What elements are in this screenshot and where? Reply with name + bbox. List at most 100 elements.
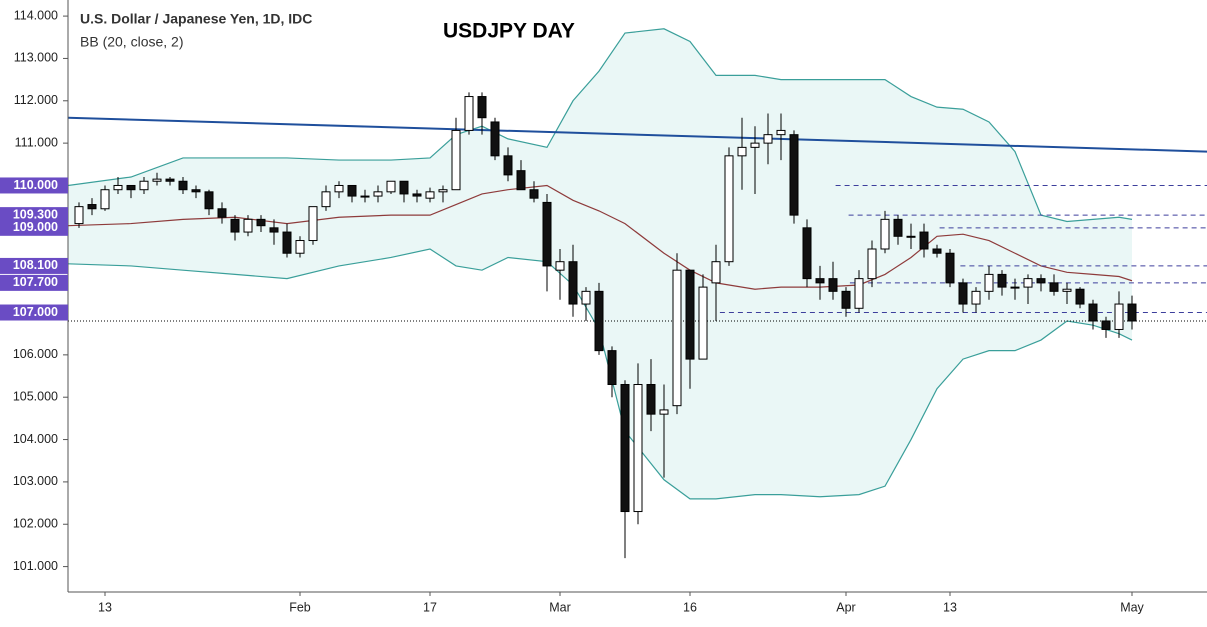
y-tick-label: 102.000: [13, 517, 58, 531]
x-tick-label: May: [1120, 600, 1144, 614]
candle-body: [516, 170, 526, 191]
candle-body: [607, 350, 617, 386]
candle-body: [490, 121, 500, 157]
candle-body: [1062, 288, 1072, 292]
level-label-box: [0, 207, 68, 224]
candle-body: [854, 278, 864, 309]
candle-body: [893, 218, 903, 237]
level-label: 108.100: [13, 258, 58, 272]
candle-body: [334, 184, 344, 193]
candle-body: [971, 290, 981, 305]
candle-body: [958, 282, 968, 305]
candle-body: [529, 189, 539, 199]
y-tick-label: 112.000: [14, 93, 58, 107]
candle-body: [1088, 303, 1098, 322]
candle-body: [802, 227, 812, 280]
candle-body: [646, 384, 656, 415]
candle-body: [1075, 288, 1085, 305]
x-tick-label: Mar: [549, 600, 571, 614]
candle-body: [360, 195, 370, 198]
y-tick-label: 106.000: [13, 347, 58, 361]
candle-body: [1101, 320, 1111, 330]
candle-body: [789, 134, 799, 216]
candle-body: [113, 184, 123, 191]
level-label-box: [0, 304, 68, 321]
candle-body: [984, 273, 994, 292]
candle-body: [906, 235, 916, 238]
band-upper: [68, 28, 1133, 223]
trendline: [68, 116, 1207, 153]
candle-body: [178, 180, 188, 191]
candle-body: [438, 189, 448, 193]
candle-body: [1036, 278, 1046, 284]
candle-body: [425, 191, 435, 199]
candle-body: [1114, 303, 1124, 330]
candle-body: [776, 129, 786, 136]
candle-body: [126, 184, 136, 191]
x-tick-label: 13: [98, 600, 112, 614]
candle-body: [997, 273, 1007, 288]
candle-body: [217, 208, 227, 218]
candle-body: [152, 178, 162, 182]
candle-body: [620, 384, 630, 513]
candle-body: [464, 96, 474, 131]
candle-body: [1023, 278, 1033, 288]
candle-body: [698, 286, 708, 360]
plot-layer: [68, 28, 1207, 559]
candle-body: [399, 180, 409, 195]
candle-body: [373, 191, 383, 197]
candle-body: [841, 290, 851, 309]
indicator-label: BB (20, close, 2): [80, 34, 184, 50]
candle-body: [685, 269, 695, 360]
candle-body: [87, 204, 97, 210]
candle-body: [763, 134, 773, 144]
candle-body: [74, 206, 84, 225]
candle-body: [815, 278, 825, 284]
x-tick-label: Feb: [289, 600, 311, 614]
level-label: 107.700: [13, 275, 58, 289]
candle-body: [672, 269, 682, 407]
x-tick-label: Apr: [836, 600, 855, 614]
candle-body: [321, 191, 331, 208]
candle-body: [724, 155, 734, 263]
candle-body: [919, 231, 929, 250]
candle-body: [282, 231, 292, 254]
candle-body: [243, 218, 253, 233]
candle-body: [204, 191, 214, 210]
y-tick-label: 113.000: [14, 51, 58, 65]
candle-body: [542, 201, 552, 267]
annotation: USDJPY DAY: [443, 20, 575, 43]
level-label-box: [0, 257, 68, 274]
level-label: 109.300: [13, 207, 58, 221]
y-tick-label: 103.000: [13, 474, 58, 488]
candle-body: [308, 206, 318, 242]
candle-body: [230, 218, 240, 233]
candle-body: [100, 189, 110, 210]
candle-body: [386, 180, 396, 193]
x-tick-label: 16: [683, 600, 697, 614]
level-label: 107.000: [13, 305, 58, 319]
candle-body: [1127, 303, 1137, 322]
candle-body: [412, 193, 422, 197]
band-lower: [68, 248, 1133, 500]
candle-body: [139, 180, 149, 191]
y-tick-label: 101.000: [13, 559, 58, 573]
band-fill: [68, 28, 1132, 499]
y-tick-label: 105.000: [13, 390, 58, 404]
candle-body: [477, 96, 487, 119]
candle-body: [1010, 286, 1020, 289]
x-tick-label: 17: [423, 600, 437, 614]
level-label-box: [0, 274, 68, 291]
candle-body: [269, 227, 279, 233]
candle-body: [750, 142, 760, 148]
y-tick-label: 104.000: [13, 432, 58, 446]
candle-body: [347, 184, 357, 197]
level-label-box: [0, 177, 68, 194]
chart-title: U.S. Dollar / Japanese Yen, 1D, IDC: [80, 11, 312, 27]
candle-body: [659, 409, 669, 415]
candle-body: [711, 261, 721, 284]
level-label: 109.000: [13, 220, 58, 234]
candle-body: [932, 248, 942, 254]
level-label: 110.000: [14, 178, 59, 192]
